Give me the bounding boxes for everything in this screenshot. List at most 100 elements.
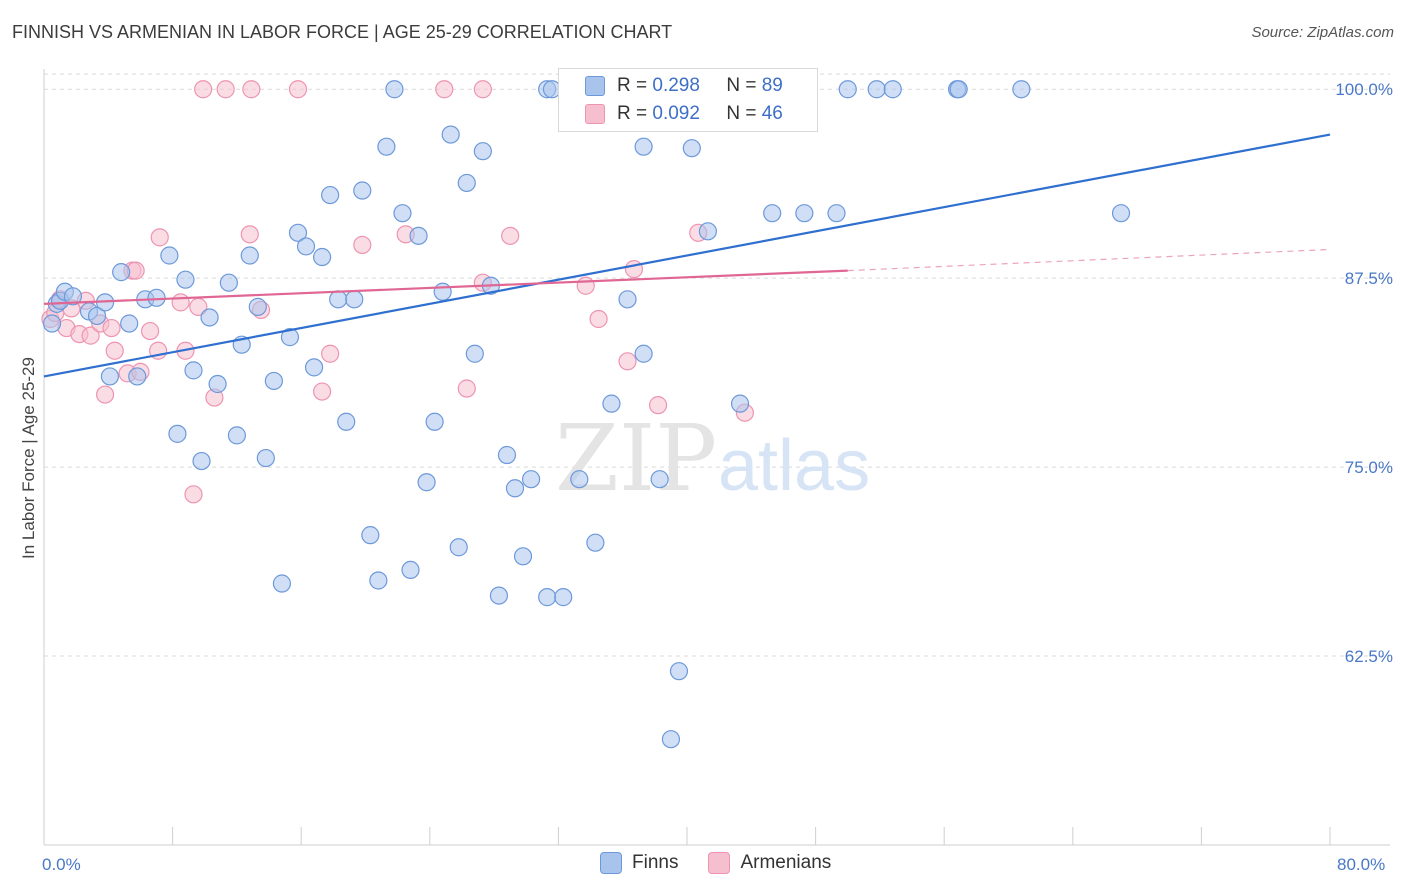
finns-point-75 [385, 80, 404, 99]
finns-point-31 [296, 237, 316, 256]
armenians-n-value: 46 [761, 103, 783, 124]
armenians-point-31 [501, 226, 520, 245]
finns-point-88 [634, 344, 653, 363]
finns-point-72 [763, 204, 782, 223]
finns-point-43 [401, 560, 420, 580]
finns-point-8 [100, 367, 120, 386]
y-tick-labels: 62.5% 75.0% 87.5% 100.0% [1335, 80, 1393, 666]
armenians-point-25 [312, 382, 332, 401]
armenians-point-27 [353, 235, 372, 255]
stats-legend: R = 0.298 N = 89 R = 0.092 N = 46 [558, 68, 818, 132]
y-axis-label: In Labor Force | Age 25-29 [19, 357, 38, 559]
finns-point-13 [147, 288, 166, 307]
armenians-point-23 [240, 225, 259, 244]
finns-point-0 [42, 314, 62, 333]
armenians-point-26 [321, 344, 340, 363]
armenians-point-39 [194, 80, 213, 99]
armenians-n-label: N = [726, 103, 762, 124]
armenians-point-17 [150, 228, 169, 247]
axes [43, 69, 1390, 846]
finns-point-74 [827, 204, 846, 223]
armenians-trend-extension [847, 248, 1331, 272]
finns-trend-line [43, 133, 1331, 378]
watermark-zip: ZIP [555, 405, 717, 512]
legend-row-finns: R = 0.298 N = 89 [585, 72, 783, 100]
finns-point-22 [227, 426, 246, 445]
finns-point-67 [661, 730, 681, 749]
finns-r-value: 0.298 [652, 75, 700, 96]
finns-point-39 [361, 526, 380, 545]
finns-point-60 [554, 588, 573, 607]
finns-point-9 [112, 263, 131, 282]
finns-point-50 [457, 173, 476, 193]
finns-legend-swatch [600, 852, 622, 874]
armenians-point-7 [81, 326, 100, 345]
finns-point-66 [650, 470, 669, 489]
finns-point-64 [618, 290, 637, 309]
finns-point-82 [867, 80, 886, 99]
finns-point-38 [353, 181, 372, 200]
finns-point-63 [602, 394, 621, 413]
finns-point-87 [1111, 204, 1131, 223]
x-tick-max: 80.0% [1337, 855, 1385, 874]
y-tick-label-1: 75.0% [1345, 458, 1393, 477]
finns-point-30 [288, 223, 308, 242]
armenians-legend-swatch [708, 852, 731, 874]
finns-point-62 [586, 533, 605, 552]
finns-point-52 [473, 142, 492, 161]
finns-point-6 [87, 306, 107, 326]
bottom-legend-armenians: Armenians [708, 852, 831, 874]
finns-point-41 [377, 137, 396, 156]
finns-point-86 [1012, 80, 1031, 99]
armenians-point-35 [624, 260, 644, 279]
finns-point-58 [521, 470, 541, 489]
x-tick-min: 0.0% [42, 855, 81, 874]
armenians-point-44 [473, 80, 492, 99]
finns-point-36 [337, 412, 356, 431]
finns-point-73 [795, 204, 814, 223]
finns-point-59 [538, 588, 557, 607]
finns-point-46 [425, 412, 444, 431]
finns-point-47 [433, 282, 452, 301]
finns-point-61 [570, 470, 589, 489]
finns-point-16 [176, 270, 195, 289]
y-tick-label-0: 62.5% [1345, 647, 1393, 666]
finns-point-71 [730, 394, 750, 413]
finns-point-81 [838, 80, 857, 99]
armenians-swatch [585, 104, 605, 124]
finns-point-35 [329, 290, 348, 309]
finns-point-54 [489, 586, 509, 605]
finns-n-value: 89 [761, 75, 783, 96]
bottom-legend: Finns Armenians [600, 852, 831, 874]
finns-point-17 [184, 361, 203, 380]
source-label: Source: ZipAtlas.com [1251, 24, 1394, 41]
y-tick-label-2: 87.5% [1345, 269, 1393, 288]
finns-point-27 [264, 371, 283, 391]
finns-point-18 [192, 451, 211, 471]
finns-point-70 [698, 222, 717, 241]
finns-point-4 [63, 287, 83, 306]
finns-point-37 [345, 290, 364, 309]
bottom-legend-finns: Finns [600, 852, 678, 874]
finns-legend-label: Finns [632, 852, 679, 873]
chart-title: FINNISH VS ARMENIAN IN LABOR FORCE | AGE… [12, 22, 673, 42]
finns-point-10 [120, 314, 139, 333]
finns-point-55 [497, 445, 517, 465]
finns-point-20 [208, 374, 227, 394]
armenians-r-label: R = [617, 103, 653, 124]
armenians-point-43 [435, 80, 454, 99]
finns-point-83 [883, 80, 902, 99]
armenians-point-34 [618, 352, 637, 371]
finns-point-28 [272, 574, 292, 593]
finns-point-15 [168, 424, 187, 443]
finns-point-40 [369, 571, 388, 590]
armenians-point-40 [216, 80, 235, 99]
finns-point-29 [280, 328, 300, 347]
armenians-point-33 [589, 309, 608, 329]
finns-point-68 [669, 662, 689, 681]
finns-swatch [585, 76, 605, 96]
finns-point-85 [949, 80, 968, 99]
finns-points [42, 80, 1131, 749]
finns-point-11 [128, 367, 147, 386]
